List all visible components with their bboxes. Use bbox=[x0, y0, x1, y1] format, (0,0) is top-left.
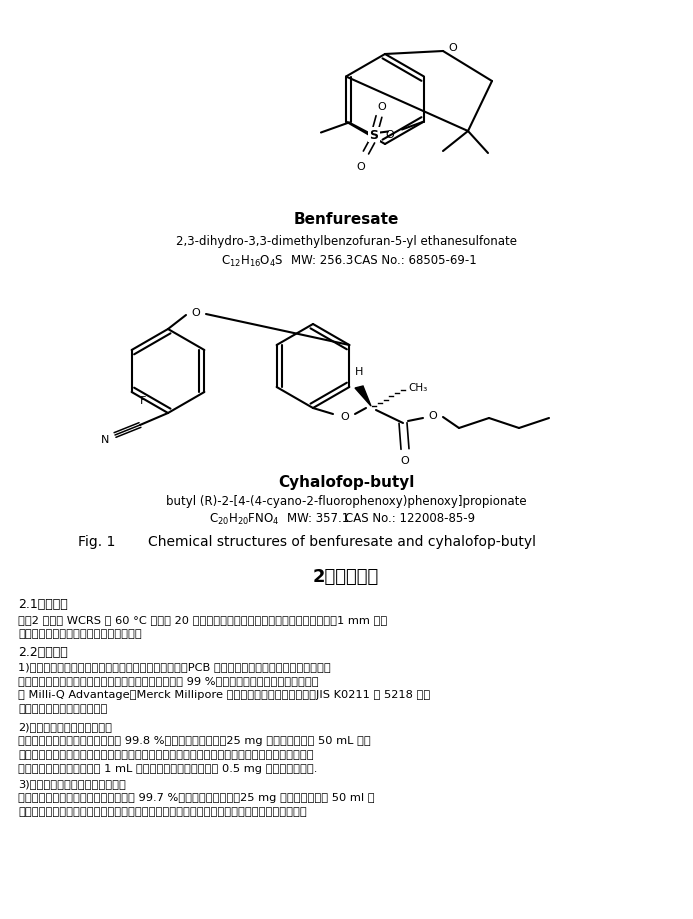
Text: シハロホップブチル標準品（純度 99.7 %，和光純薬工業製）25 mg を正確に量って 50 ml の: シハロホップブチル標準品（純度 99.7 %，和光純薬工業製）25 mg を正確… bbox=[18, 792, 375, 802]
Text: CAS No.: 68505-69-1: CAS No.: 68505-69-1 bbox=[353, 255, 476, 267]
Text: O: O bbox=[357, 162, 365, 171]
Text: 2.1　試　料: 2.1 試 料 bbox=[18, 598, 68, 611]
Text: 2 種類の WCRS を 60 °C 以下で 20 時間乾燥し，更に室内に静置して風乾した後，1 mm のス: 2 種類の WCRS を 60 °C 以下で 20 時間乾燥し，更に室内に静置し… bbox=[18, 614, 387, 624]
Text: O: O bbox=[341, 412, 349, 422]
Text: Chemical structures of benfuresate and cyhalofop-butyl: Chemical structures of benfuresate and c… bbox=[148, 535, 536, 549]
Text: O: O bbox=[378, 101, 386, 111]
Text: ベンフレセート標準品（純度 99.8 %，和光純薬工業製）25 mg を正確に量って 50 mL の全: ベンフレセート標準品（純度 99.8 %，和光純薬工業製）25 mg を正確に量… bbox=[18, 735, 371, 745]
Text: Fig. 1: Fig. 1 bbox=[78, 535, 115, 549]
Text: CH₃: CH₃ bbox=[408, 382, 428, 392]
Text: ロマトグラフ用及びギ酸は液体クロマトグラフ用（約 99 %，和光純薬工業製）を用いた．水: ロマトグラフ用及びギ酸は液体クロマトグラフ用（約 99 %，和光純薬工業製）を用… bbox=[18, 675, 319, 686]
Text: butyl (R)-2-[4-(4-cyano-2-fluorophenoxy)phenoxy]propionate: butyl (R)-2-[4-(4-cyano-2-fluorophenoxy)… bbox=[166, 495, 526, 508]
Text: C$_{12}$H$_{16}$O$_4$S: C$_{12}$H$_{16}$O$_4$S bbox=[220, 253, 283, 268]
Text: 3)　シハロホップブチル標準原液: 3) シハロホップブチル標準原液 bbox=[18, 778, 126, 789]
Text: O: O bbox=[192, 308, 200, 318]
Text: 2.2　試　薬: 2.2 試 薬 bbox=[18, 645, 68, 658]
Text: 2　実験方法: 2 実験方法 bbox=[313, 567, 379, 585]
Text: クリーンを装着した粉砕機で粉砕した．: クリーンを装着した粉砕機で粉砕した． bbox=[18, 629, 142, 639]
Text: O: O bbox=[429, 411, 437, 421]
Text: Cyhalofop-butyl: Cyhalofop-butyl bbox=[278, 475, 414, 490]
Text: Benfuresate: Benfuresate bbox=[293, 212, 398, 227]
Text: 2,3-dihydro-3,3-dimethylbenzofuran-5-yl ethanesulfonate: 2,3-dihydro-3,3-dimethylbenzofuran-5-yl … bbox=[175, 235, 516, 248]
Text: MW: 256.3: MW: 256.3 bbox=[291, 255, 353, 267]
Text: 金属フラスコに入れ，アセトンを加えて溶かし，更に標線まで同溶媒を加えてベンフレセート標: 金属フラスコに入れ，アセトンを加えて溶かし，更に標線まで同溶媒を加えてベンフレセ… bbox=[18, 749, 314, 759]
Text: 1)　アセトン，酢酸エチル及びヘキサンは残留農薬・PCB 試験用を用いた．メタノールは液体ク: 1) アセトン，酢酸エチル及びヘキサンは残留農薬・PCB 試験用を用いた．メタノ… bbox=[18, 662, 331, 671]
Text: CAS No.: 122008-85-9: CAS No.: 122008-85-9 bbox=[345, 512, 475, 525]
Text: 2)　ベンフレセート標準原液: 2) ベンフレセート標準原液 bbox=[18, 721, 112, 732]
Text: C$_{20}$H$_{20}$FNO$_4$: C$_{20}$H$_{20}$FNO$_4$ bbox=[209, 511, 279, 526]
Text: は Milli-Q Advantage（Merck Millipore 製）により精製した超純水（JIS K0211 の 5218 に規: は Milli-Q Advantage（Merck Millipore 製）によ… bbox=[18, 689, 430, 699]
Text: H: H bbox=[355, 367, 363, 377]
Text: 準原液を調製した（この液 1 mL は，ベンフレセートとして 0.5 mg を含有する．）.: 準原液を調製した（この液 1 mL は，ベンフレセートとして 0.5 mg を含… bbox=[18, 763, 317, 773]
Text: MW: 357.1: MW: 357.1 bbox=[287, 512, 349, 525]
Text: 全金属フラスコに入れ，アセトンを加えて溶かし，更に標線まで同溶媒を加えてシハロホップ: 全金属フラスコに入れ，アセトンを加えて溶かし，更に標線まで同溶媒を加えてシハロホ… bbox=[18, 806, 307, 816]
Polygon shape bbox=[355, 387, 371, 406]
Text: O: O bbox=[448, 43, 457, 53]
Text: O: O bbox=[385, 130, 394, 140]
Text: F: F bbox=[139, 395, 146, 405]
Text: O: O bbox=[401, 456, 410, 466]
Text: N: N bbox=[100, 435, 109, 445]
Text: 定された超純水）を用いた．: 定された超純水）を用いた． bbox=[18, 703, 107, 713]
Text: S: S bbox=[369, 129, 378, 142]
